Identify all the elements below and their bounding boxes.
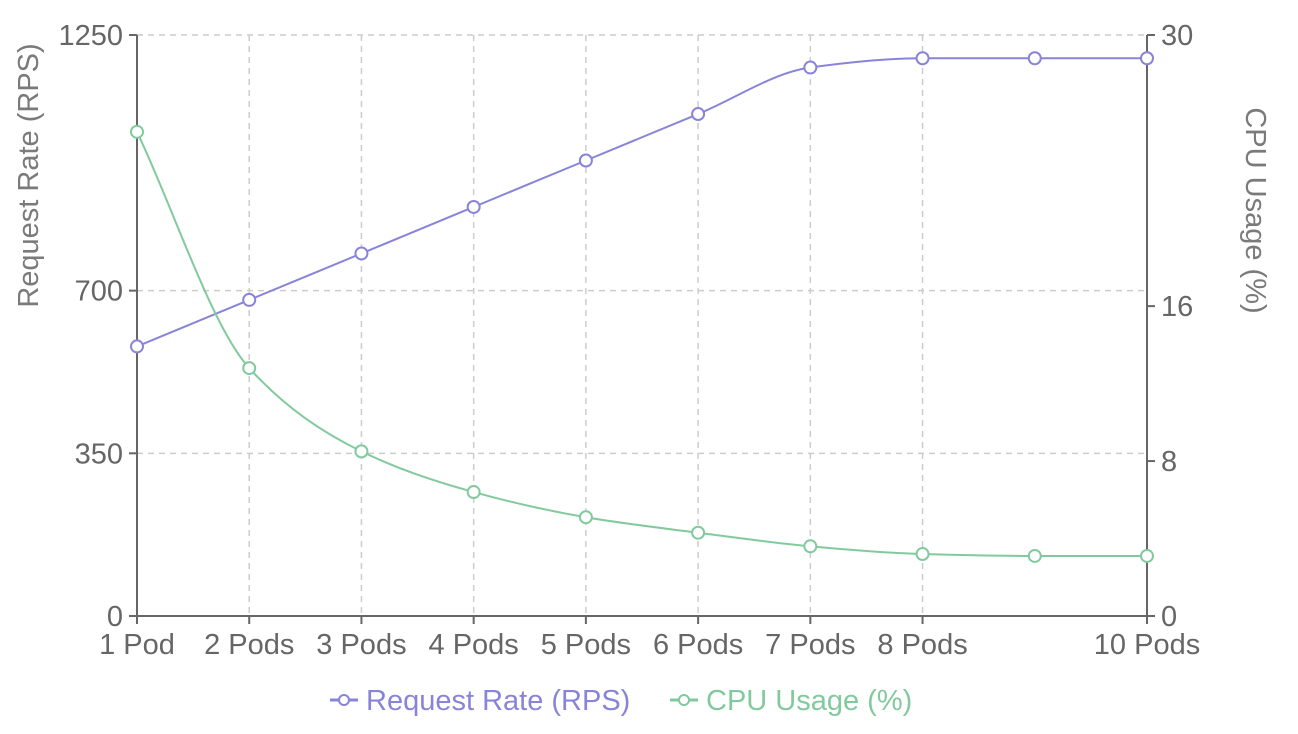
- data-point[interactable]: [466, 485, 481, 500]
- data-point[interactable]: [803, 60, 818, 75]
- left-y-tick-label: 1250: [58, 20, 123, 52]
- x-tick-label: 7 Pods: [765, 629, 855, 661]
- data-point[interactable]: [242, 292, 257, 307]
- data-point[interactable]: [691, 525, 706, 540]
- left-y-tick-label: 700: [75, 276, 123, 308]
- legend-label: Request Rate (RPS): [366, 685, 630, 717]
- series-line: [136, 131, 1147, 557]
- x-tick-label: 3 Pods: [316, 629, 406, 661]
- series-lines: [130, 51, 1154, 563]
- x-tick-label: 1 Pod: [99, 629, 175, 661]
- axes: [136, 35, 1148, 617]
- x-tick-label: 10 Pods: [1094, 629, 1200, 661]
- data-point[interactable]: [130, 339, 144, 354]
- x-tick-label: 6 Pods: [653, 629, 743, 661]
- right-y-tick-label: 16: [1161, 291, 1193, 323]
- data-point[interactable]: [1140, 51, 1154, 66]
- left-y-tick-label: 350: [75, 438, 123, 470]
- series-request-rate: [130, 51, 1154, 354]
- data-point[interactable]: [1027, 548, 1042, 563]
- data-point[interactable]: [915, 51, 930, 66]
- data-point[interactable]: [691, 107, 706, 122]
- legend-item-cpu-usage[interactable]: CPU Usage (%): [670, 685, 912, 717]
- legend: Request Rate (RPS) CPU Usage (%): [330, 685, 912, 717]
- data-point[interactable]: [354, 246, 369, 261]
- x-tick-label: 2 Pods: [204, 629, 294, 661]
- x-tick-label: 4 Pods: [429, 629, 519, 661]
- x-tick-label: 5 Pods: [541, 629, 631, 661]
- right-y-tick-label: 30: [1161, 20, 1193, 52]
- left-y-axis-title: Request Rate (RPS): [13, 43, 45, 307]
- right-y-tick-label: 8: [1161, 446, 1177, 478]
- legend-marker-icon: [338, 694, 350, 706]
- data-point[interactable]: [242, 361, 257, 376]
- axis-ticks: 1 Pod 2 Pods 3 Pods 4 Pods 5 Pods 6 Pods 7 Pod…: [58, 20, 1200, 661]
- legend-item-request-rate[interactable]: Request Rate (RPS): [330, 685, 630, 717]
- data-point[interactable]: [915, 547, 930, 562]
- grid-lines: [136, 34, 1148, 617]
- legend-marker-icon: [678, 694, 690, 706]
- data-point[interactable]: [578, 510, 593, 525]
- data-point[interactable]: [578, 153, 593, 168]
- data-point[interactable]: [130, 124, 144, 139]
- x-tick-label: 8 Pods: [877, 629, 967, 661]
- right-y-tick-label: 0: [1161, 601, 1177, 633]
- right-y-axis-title: CPU Usage (%): [1239, 107, 1271, 313]
- data-point[interactable]: [1140, 548, 1154, 563]
- data-point[interactable]: [1027, 51, 1042, 66]
- data-point[interactable]: [803, 539, 818, 554]
- series-cpu-usage: [130, 124, 1154, 563]
- left-y-tick-label: 0: [107, 601, 123, 633]
- legend-label: CPU Usage (%): [706, 685, 912, 717]
- data-point[interactable]: [354, 444, 369, 459]
- series-line: [136, 57, 1147, 348]
- data-point[interactable]: [466, 199, 481, 214]
